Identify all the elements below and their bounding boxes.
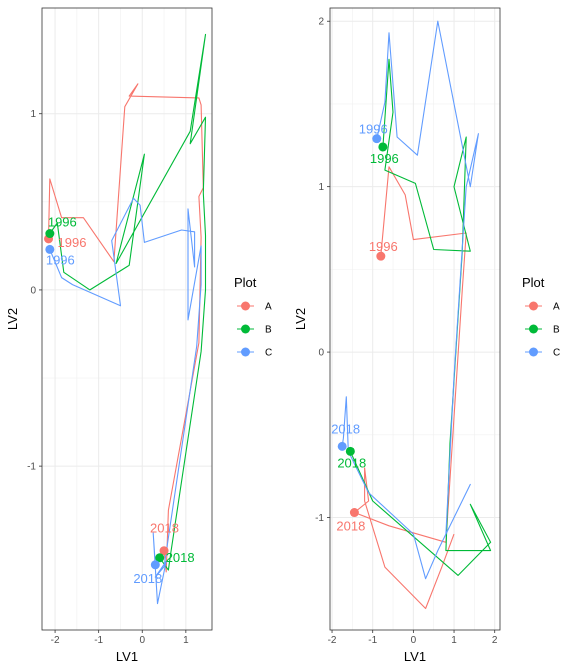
legend-key-point-c <box>241 347 250 357</box>
x-axis-title: LV1 <box>404 649 426 664</box>
legend-key-point-b <box>241 324 250 334</box>
chart-panel-2: 1996 2018 1996 2018 1996 2018 -2 -1 0 1 2 -1 0 1 2 LV1 L… <box>293 7 560 664</box>
start-point-b <box>378 142 388 152</box>
y-tick-label: 1 <box>318 182 324 193</box>
start-point-a <box>376 251 386 261</box>
x-tick-label: 2 <box>492 635 498 646</box>
end-point-a <box>349 508 359 518</box>
x-tick-label: -1 <box>94 635 103 646</box>
start-year-label-a: 1996 <box>58 235 87 250</box>
end-point-b <box>345 446 355 456</box>
end-year-label-a: 2018 <box>336 519 365 534</box>
y-tick-label: -1 <box>27 462 36 473</box>
series-path-c <box>49 197 202 605</box>
series-path-b <box>49 33 207 571</box>
y-axis-title: LV2 <box>5 308 20 330</box>
legend-key-point-b <box>529 324 538 334</box>
end-year-label-b: 2018 <box>337 455 366 470</box>
legend-label-c: C <box>553 348 560 359</box>
legend-key-point-a <box>241 301 250 311</box>
end-year-label-b: 2018 <box>166 550 195 565</box>
start-year-label-b: 1996 <box>370 151 399 166</box>
x-tick-label: -1 <box>368 635 377 646</box>
start-year-label-b: 1996 <box>48 215 77 230</box>
y-tick-label: 1 <box>30 109 36 120</box>
end-point-a <box>159 546 169 556</box>
start-year-label-a: 1996 <box>369 239 398 254</box>
legend: Plot A B C <box>234 275 272 359</box>
start-point-c <box>372 134 382 144</box>
x-tick-label: -2 <box>328 635 337 646</box>
y-tick-label: -1 <box>315 513 324 524</box>
x-tick-label: 1 <box>183 635 189 646</box>
legend-label-a: A <box>553 302 560 313</box>
y-axis-title: LV2 <box>293 308 308 330</box>
y-tick-label: 2 <box>318 17 324 28</box>
panel-background <box>42 8 212 630</box>
end-year-label-c: 2018 <box>331 421 360 436</box>
panel-border <box>329 7 501 631</box>
legend-key-point-c <box>529 347 538 357</box>
x-tick-label: 0 <box>411 635 417 646</box>
x-axis-title: LV1 <box>116 649 138 664</box>
legend-title: Plot <box>522 275 545 290</box>
end-point-b <box>155 553 165 563</box>
start-point-c <box>45 244 55 254</box>
end-year-label-c: 2018 <box>133 571 162 586</box>
chart-panel-1: 1996 2018 1996 2018 1996 2018 -2 -1 0 1 -1 0 1 LV1 LV2… <box>5 7 272 664</box>
legend-label-a: A <box>265 302 272 313</box>
legend-label-b: B <box>553 325 560 336</box>
series-path-a <box>353 166 467 610</box>
start-year-label-c: 1996 <box>359 122 388 137</box>
end-point-c <box>337 441 347 451</box>
x-tick-label: 0 <box>139 635 145 646</box>
panel-background <box>330 8 500 630</box>
start-point-b <box>45 229 55 239</box>
start-year-label-c: 1996 <box>46 252 75 267</box>
x-tick-label: 1 <box>451 635 457 646</box>
panel-border <box>41 7 213 631</box>
end-point-c <box>150 560 160 570</box>
end-year-label-a: 2018 <box>150 521 179 536</box>
legend-title: Plot <box>234 275 257 290</box>
legend-label-b: B <box>265 325 272 336</box>
y-tick-label: 0 <box>318 348 324 359</box>
legend: Plot A B C <box>522 275 560 359</box>
legend-label-c: C <box>265 348 272 359</box>
legend-key-point-a <box>529 301 538 311</box>
y-tick-label: 0 <box>30 285 36 296</box>
series-path-c <box>341 20 479 580</box>
x-tick-label: -2 <box>51 635 60 646</box>
